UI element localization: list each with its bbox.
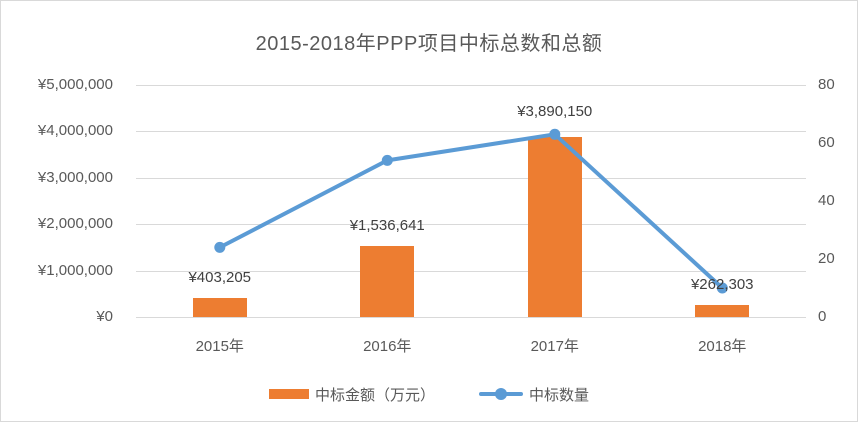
legend-label-bar-series: 中标金额（万元） xyxy=(314,386,435,404)
gridline xyxy=(136,177,806,179)
x-axis-category-label: 2018年 xyxy=(698,338,747,355)
left-axis-tick-label: ¥3,000,000 xyxy=(37,168,113,186)
left-axis: ¥5,000,000 ¥4,000,000 ¥3,000,000 ¥2,000,000… xyxy=(1,76,113,325)
legend-label-line-series: 中标数量 xyxy=(529,386,590,404)
data-label: ¥262,303 xyxy=(690,275,754,293)
gridline xyxy=(136,85,806,86)
bar xyxy=(192,298,247,317)
bar-series-swatch-icon xyxy=(268,389,309,399)
line-series xyxy=(214,128,728,294)
legend-item-line-series: 中标数量 xyxy=(479,384,589,405)
line-data-point xyxy=(716,282,728,294)
line-path xyxy=(217,132,725,290)
bar xyxy=(527,136,582,317)
x-axis: 2015年 2016年 2017年 2018年 xyxy=(136,337,806,357)
line-data-point xyxy=(381,154,393,166)
x-axis-category-label: 2015年 xyxy=(195,338,244,355)
x-axis-category-label: 2017年 xyxy=(530,338,579,355)
right-axis-tick-label: 60 xyxy=(818,134,835,151)
right-axis-tick-label: 40 xyxy=(818,192,835,209)
gridline xyxy=(136,131,806,133)
line-data-point xyxy=(549,128,561,140)
line-series-marker-icon xyxy=(479,388,523,400)
right-axis-tick-label: 20 xyxy=(818,250,835,267)
data-label: ¥403,205 xyxy=(188,269,252,287)
data-label: ¥1,536,641 xyxy=(349,216,425,234)
x-axis-category-label: 2016年 xyxy=(363,338,412,355)
right-axis-tick-label: 80 xyxy=(818,76,835,93)
data-label: ¥3,890,150 xyxy=(517,102,593,120)
gridline xyxy=(136,270,806,272)
plot-area: ¥403,205 ¥1,536,641 ¥3,890,150 ¥262,303 xyxy=(136,85,806,318)
left-axis-tick-label: ¥2,000,000 xyxy=(37,215,113,233)
right-axis-tick-label: 0 xyxy=(818,308,827,325)
gridline xyxy=(136,317,806,318)
left-axis-tick-label: ¥4,000,000 xyxy=(37,122,113,140)
line-data-point xyxy=(214,241,226,253)
bar xyxy=(695,304,750,317)
left-axis-tick-label: ¥0 xyxy=(96,308,113,325)
gridline xyxy=(136,224,806,226)
legend-item-bar-series: 中标金额（万元） xyxy=(268,384,435,405)
legend: 中标金额（万元） 中标数量 xyxy=(1,383,857,405)
right-axis: 80 60 40 20 0 xyxy=(818,76,856,325)
chart-title: 2015-2018年PPP项目中标总数和总额 xyxy=(255,33,603,55)
bar xyxy=(360,245,415,317)
left-axis-tick-label: ¥5,000,000 xyxy=(37,76,113,93)
left-axis-tick-label: ¥1,000,000 xyxy=(37,261,113,279)
